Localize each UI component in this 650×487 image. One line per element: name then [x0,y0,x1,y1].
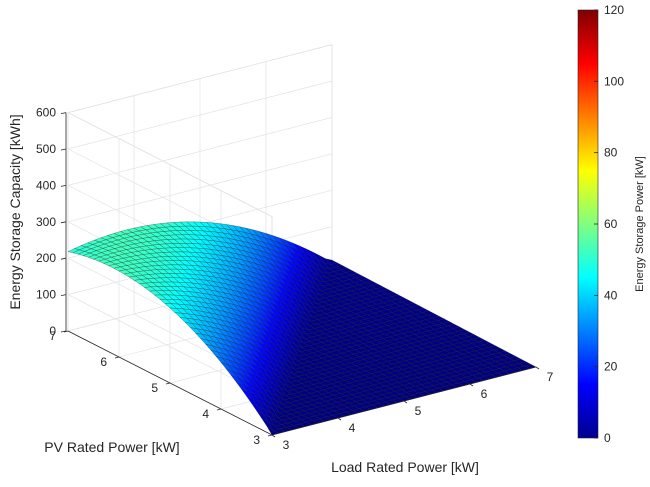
colorbar-tick-label: 120 [604,3,624,17]
y-tick-mark [267,434,273,437]
z-tick-mark [60,221,67,224]
z-tick-label: 600 [36,106,56,120]
z-tick-mark [60,185,67,187]
z-tick-label: 500 [36,142,56,156]
y-tick-mark [165,382,171,385]
colorbar-tick-label: 80 [604,146,618,160]
colorbar-tick-label: 100 [604,74,624,88]
surface [67,221,537,436]
y-tick-mark [114,356,120,359]
colorbar-ticks: 0 20 40 60 80 100 120 [594,3,624,445]
x-axis-label: Load Rated Power [kW] [331,459,479,475]
z-tick-label: 0 [49,324,56,338]
x-tick-label: 4 [349,421,356,435]
colorbar-tick-label: 40 [604,288,618,302]
y-tick-mark [216,408,222,411]
z-axis-label: Energy Storage Capacity [kWh] [7,114,23,309]
y-tick-label: 5 [151,381,158,395]
x-tick-mark [469,383,474,387]
x-tick-mark [271,434,276,438]
colorbar-tick-label: 60 [604,217,618,231]
z-tick-mark [60,148,67,151]
z-tick-label: 400 [36,178,56,192]
z-tick-label: 300 [36,215,56,229]
x-tick-label: 3 [283,438,290,452]
z-tick-mark [60,330,67,333]
y-axis-label: PV Rated Power [kW] [44,439,179,455]
z-tick-mark [60,112,67,114]
x-tick-mark [403,400,408,404]
y-tick-label: 6 [100,355,107,369]
x-tick-label: 7 [547,370,554,384]
z-tick-label: 100 [36,288,56,302]
x-tick-label: 5 [415,404,422,418]
x-tick-mark [337,417,342,421]
x-tick-label: 6 [481,387,488,401]
z-tick-mark [60,294,67,296]
y-tick-label: 7 [49,329,56,343]
colorbar-tick-label: 20 [604,360,618,374]
y-tick-label: 4 [202,407,209,421]
y-tick-mark [63,330,69,333]
z-tick-label: 200 [36,251,56,265]
y-tick-label: 3 [253,433,260,447]
colorbar-label: Energy Storage Power [kW] [634,156,646,292]
z-tick-mark [60,257,67,260]
colorbar-tick-label: 0 [604,431,611,445]
x-tick-mark [535,366,540,370]
